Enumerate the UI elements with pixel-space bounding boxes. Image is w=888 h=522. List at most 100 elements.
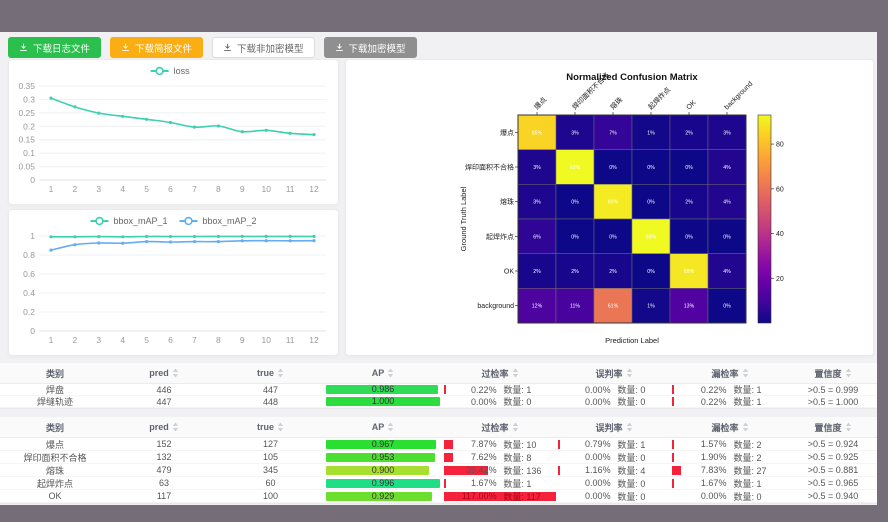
rate-count: 数量: 8 (503, 452, 532, 463)
svg-text:1%: 1% (647, 130, 655, 136)
ap-value: 0.996 (371, 477, 395, 488)
summary-table-defects: 类别 pred true AP 过检率 误判率 漏检率 置信度 爆点 152 127 0.967 7.8… (0, 417, 877, 504)
cell-mis-rate: 0.00% 数量: 0 (557, 490, 671, 502)
rate-bar (444, 465, 489, 475)
svg-text:3: 3 (96, 335, 101, 345)
rate-count: 数量: 1 (733, 478, 762, 489)
rate-count: 数量: 27 (733, 465, 767, 476)
svg-text:4: 4 (120, 335, 125, 345)
ap-bar (326, 397, 440, 406)
column-header-mis-rate[interactable]: 误判率 (557, 363, 671, 383)
cell-miss-rate: 1.67% 数量: 1 (671, 477, 789, 489)
column-header-miss-rate[interactable]: 漏检率 (671, 417, 789, 437)
column-header-class: 类别 (0, 363, 110, 383)
svg-text:0.6: 0.6 (23, 269, 35, 279)
legend-item-bbox_mAP_2[interactable]: bbox_mAP_2 (179, 216, 257, 226)
svg-text:loss: loss (174, 66, 191, 76)
cell-ap: 0.953 (323, 451, 443, 463)
matrix-cell (707, 218, 747, 254)
cell-class: 爆点 (45, 439, 64, 450)
cell-class: OK (48, 491, 62, 501)
column-header-label: 误判率 (595, 368, 623, 379)
download-encrypted-model-button[interactable]: 下载加密模型 (323, 37, 417, 58)
rate-bar (672, 452, 675, 462)
rate-count: 数量: 0 (617, 452, 646, 463)
column-header-mis-rate[interactable]: 误判率 (557, 417, 671, 437)
ap-value: 0.929 (371, 490, 395, 501)
cell-mis-rate: 0.00% 数量: 0 (557, 451, 671, 463)
cell-conf: >0.5 = 0.965 (807, 478, 859, 488)
svg-text:13%: 13% (684, 304, 695, 310)
column-header-label: 过检率 (481, 422, 509, 433)
bbox-map-chart-card: bbox_mAP_1 bbox_mAP_2 0 0.2 0.4 0.6 0.8 1 1 2 3 4 5 6… (8, 209, 339, 356)
column-header-label: true (256, 368, 274, 378)
y-axis-label: Ground Truth Label (459, 186, 468, 251)
rate-value: 1.57% (700, 439, 727, 449)
svg-text:4%: 4% (723, 200, 731, 206)
svg-text:0%: 0% (647, 269, 655, 275)
rate-bar (444, 452, 453, 462)
column-header-label: pred (149, 368, 169, 378)
cell-class: 起焊炸点 (36, 478, 73, 489)
matrix-cell (593, 149, 633, 185)
cell-over-rate: 0.22% 数量: 1 (443, 384, 557, 395)
cell-conf: >0.5 = 0.999 (807, 384, 859, 395)
column-header-true[interactable]: true (218, 363, 323, 383)
svg-text:11: 11 (286, 335, 295, 345)
svg-text:61%: 61% (608, 304, 619, 310)
svg-text:0%: 0% (609, 165, 617, 171)
cell-mis-rate: 0.00% 数量: 0 (557, 384, 671, 396)
sort-carets-icon (626, 368, 632, 378)
svg-text:0: 0 (30, 326, 35, 336)
cell-miss-rate: 0.00% 数量: 0 (671, 490, 789, 502)
column-header-over-rate[interactable]: 过检率 (443, 363, 557, 383)
download-report-button[interactable]: 下载简报文件 (110, 37, 204, 58)
cell-over-rate: 1.67% 数量: 1 (443, 477, 557, 489)
cell-conf: >0.5 = 0.924 (807, 439, 859, 449)
column-header-label: 类别 (45, 422, 64, 433)
svg-text:12%: 12% (532, 304, 543, 310)
svg-text:2%: 2% (571, 269, 579, 275)
column-header-ap[interactable]: AP (323, 363, 443, 383)
rate-value: 0.00% (585, 452, 611, 462)
column-header-confidence[interactable]: 置信度 (789, 363, 877, 383)
loss-chart-card: loss 0 0.05 0.1 0.15 0.2 0.25 0.3 0.35 1 2 3 4 5 6 7 8 9 1… (8, 59, 339, 205)
cell-ap: 0.986 (323, 384, 443, 395)
table-row: 熔珠 479 345 0.900 39.42% 数量: 136 1.16% 数量: 4 7.83… (0, 464, 877, 477)
matrix-cell (631, 288, 671, 324)
ap-bar (326, 385, 439, 394)
rate-bar (672, 397, 674, 406)
column-header-pred[interactable]: pred (110, 363, 218, 383)
rate-value: 117.00% (461, 491, 497, 501)
legend-marker-icon (155, 66, 164, 76)
download-log-button[interactable]: 下载日志文件 (8, 37, 102, 58)
matrix-cell (593, 218, 633, 254)
column-header-confidence[interactable]: 置信度 (789, 417, 877, 437)
cell-over-rate: 39.42% 数量: 136 (443, 464, 557, 476)
column-header-true[interactable]: true (218, 417, 323, 437)
colorbar-tick-label: 40 (776, 231, 784, 238)
svg-text:0.3: 0.3 (23, 94, 35, 104)
button-label: 下载非加密模型 (237, 43, 304, 55)
rate-value: 1.16% (585, 465, 611, 475)
svg-text:1%: 1% (647, 304, 655, 310)
matrix-cell (517, 149, 557, 185)
legend-item-loss[interactable]: loss (150, 66, 191, 76)
colorbar-tick-label: 20 (776, 276, 784, 283)
column-header-over-rate[interactable]: 过检率 (443, 417, 557, 437)
cell-over-rate: 117.00% 数量: 117 (443, 490, 557, 502)
cell-ap: 0.967 (323, 438, 443, 450)
matrix-cell (517, 288, 557, 324)
sort-carets-icon (742, 368, 748, 378)
column-header-pred[interactable]: pred (110, 417, 218, 437)
matrix-row-label: 爆点 (500, 128, 514, 137)
cell-conf: >0.5 = 0.940 (807, 491, 859, 501)
cell-miss-rate: 1.90% 数量: 2 (671, 451, 789, 463)
sort-carets-icon (512, 422, 518, 432)
column-header-ap[interactable]: AP (323, 417, 443, 437)
sort-carets-icon (172, 422, 178, 432)
legend-item-bbox_mAP_1[interactable]: bbox_mAP_1 (90, 216, 168, 226)
column-header-miss-rate[interactable]: 漏检率 (671, 363, 789, 383)
download-plain-model-button[interactable]: 下载非加密模型 (212, 37, 315, 58)
